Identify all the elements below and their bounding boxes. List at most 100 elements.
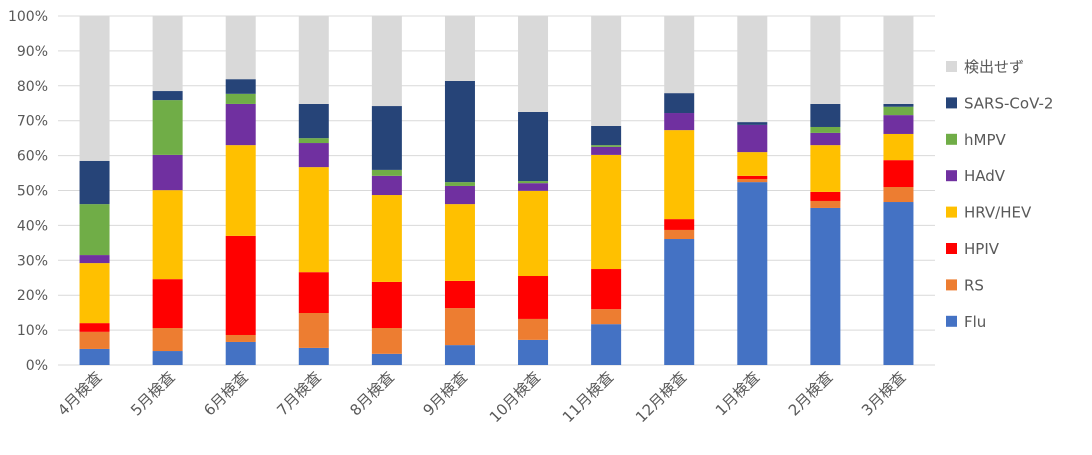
bar-segment-hmpv	[444, 182, 475, 186]
legend-swatch	[946, 243, 957, 254]
bar-segment-flu	[883, 202, 914, 365]
bar-segment-hpiv	[518, 276, 549, 319]
bar-segment-hpiv	[225, 235, 256, 335]
bar-segment-hpiv	[810, 191, 841, 201]
bar-segment-sars-cov-2	[591, 125, 622, 146]
y-tick-label: 20%	[17, 288, 48, 304]
bar-segment-flu	[591, 324, 622, 365]
bar-segment-hpiv	[79, 323, 110, 332]
bar-segment-hrv-hev	[883, 133, 914, 161]
legend-label: hMPV	[964, 131, 1006, 149]
bar-segment-flu	[810, 207, 841, 365]
bar-segment-rs	[79, 331, 110, 349]
legend-label: HRV/HEV	[964, 204, 1032, 222]
legend-label: SARS-CoV-2	[964, 94, 1053, 112]
bar-segment-hpiv	[737, 175, 768, 179]
x-tick-label: 8月検査	[346, 368, 397, 419]
bar-segment-sars-cov-2	[444, 80, 475, 183]
y-tick-label: 80%	[17, 79, 48, 95]
bar-segment-rs	[883, 187, 914, 203]
y-tick-label: 60%	[17, 149, 48, 165]
bar-segment-hadv	[444, 185, 475, 205]
bar-segment-hmpv	[152, 100, 183, 155]
y-tick-label: 40%	[17, 218, 48, 234]
bar-segment-hrv-hev	[810, 145, 841, 192]
bar-segment-hadv	[591, 146, 622, 155]
bar-segment-hpiv	[883, 160, 914, 188]
bar-segment-rs	[371, 328, 402, 354]
bar-segment-hpiv	[664, 219, 695, 230]
bar-segment-flu	[371, 353, 402, 365]
bar-segment-rs	[444, 308, 475, 346]
bar-segment-hrv-hev	[371, 195, 402, 282]
legend-label: HPIV	[964, 240, 1000, 258]
bar-segment-hrv-hev	[225, 145, 256, 236]
bar-segment-hmpv	[298, 138, 329, 144]
bar-segment-hadv	[152, 154, 183, 191]
bar-segment-hrv-hev	[591, 154, 622, 270]
bar-segment-hadv	[664, 113, 695, 131]
x-tick-label: 10月検査	[486, 368, 544, 426]
legend-label: HAdV	[964, 167, 1006, 185]
bar-segment-hmpv	[591, 145, 622, 147]
bar-segment-flu	[298, 347, 329, 365]
bar-segment-flu	[225, 341, 256, 365]
bar-segment--	[152, 16, 183, 92]
bar-segment-flu	[737, 182, 768, 365]
legend-label: 検出せず	[964, 58, 1024, 76]
x-tick-label: 11月検査	[559, 368, 617, 426]
bar-segment-sars-cov-2	[79, 160, 110, 205]
x-tick-label: 6月検査	[200, 368, 251, 419]
bar-segment-sars-cov-2	[883, 103, 914, 107]
bar-segment-hrv-hev	[79, 263, 110, 324]
legend-swatch	[946, 315, 957, 327]
bar-segment-hpiv	[444, 280, 475, 309]
bar-segment--	[737, 16, 768, 123]
x-tick-label: 3月検査	[858, 368, 909, 419]
bar-segment-rs	[518, 318, 549, 340]
x-tick-label: 4月検査	[54, 368, 105, 419]
bar-segment-flu	[152, 351, 183, 365]
legend-label: Flu	[964, 313, 986, 331]
y-tick-label: 0%	[26, 358, 48, 374]
bar-segment-hadv	[225, 103, 256, 146]
x-tick-label: 7月検査	[273, 368, 324, 419]
bar-segment-hrv-hev	[444, 204, 475, 281]
y-tick-label: 50%	[17, 184, 48, 200]
bar-segment-rs	[664, 229, 695, 240]
bar-segment-hmpv	[518, 181, 549, 184]
bar-segment--	[810, 16, 841, 104]
bar-segment-rs	[810, 200, 841, 208]
bar-segment-hadv	[737, 124, 768, 153]
bar-segment-hadv	[79, 255, 110, 264]
bar-segment-sars-cov-2	[152, 91, 183, 101]
bar-segment-sars-cov-2	[298, 103, 329, 139]
bar-segment-hrv-hev	[298, 167, 329, 273]
bar-segment-hadv	[883, 115, 914, 134]
bar-segment--	[79, 16, 110, 161]
bar-segment-hmpv	[225, 93, 256, 104]
bar-segment-hadv	[298, 143, 329, 168]
bar-segment-sars-cov-2	[664, 93, 695, 114]
bar-segment-flu	[518, 339, 549, 365]
bar-segment-hmpv	[810, 126, 841, 133]
bar-segment-hmpv	[371, 169, 402, 176]
legend-label: RS	[964, 276, 984, 294]
bar-segment-rs	[152, 328, 183, 352]
bar-segment-hmpv	[883, 106, 914, 116]
bar-segment-flu	[664, 239, 695, 365]
x-tick-label: 9月検査	[419, 368, 470, 419]
legend-swatch	[946, 279, 957, 291]
bar-segment--	[371, 16, 402, 107]
y-tick-label: 90%	[17, 44, 48, 60]
legend-swatch	[946, 97, 957, 109]
legend-swatch	[946, 133, 957, 145]
bar-segment-hpiv	[591, 269, 622, 310]
bar-segment--	[883, 16, 914, 104]
bar-segment-hrv-hev	[518, 190, 549, 277]
bar-segment-sars-cov-2	[737, 122, 768, 125]
bar-segment-rs	[591, 309, 622, 325]
bar-segment-hrv-hev	[152, 190, 183, 280]
bar-segment-rs	[298, 312, 329, 348]
